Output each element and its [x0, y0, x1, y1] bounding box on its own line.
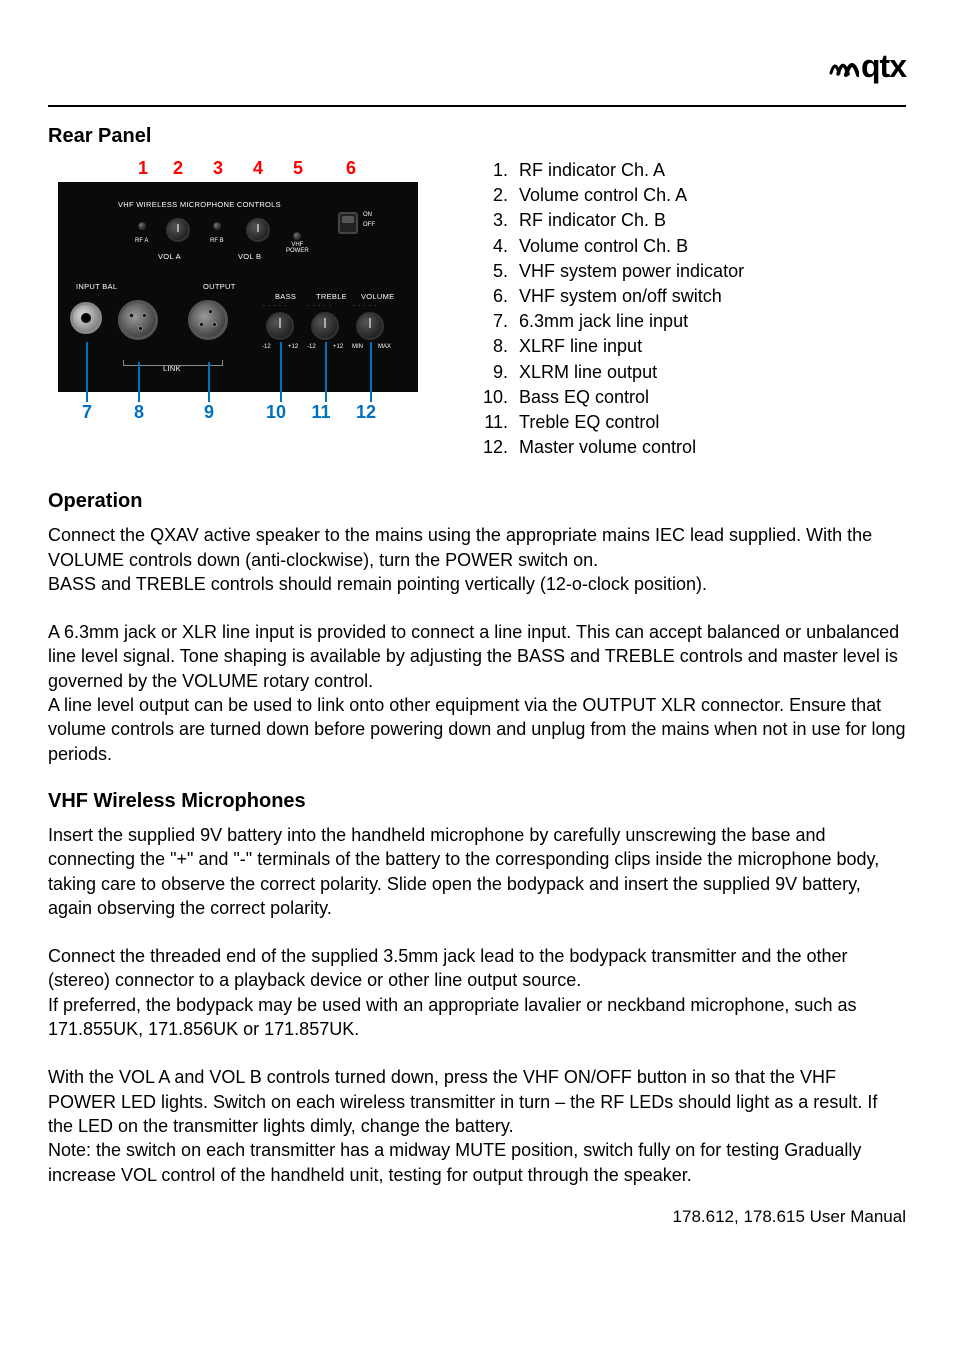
vol-a-label: VOL A — [158, 252, 181, 261]
callout-top-2: 2 — [168, 158, 188, 179]
bass-knob — [266, 312, 294, 340]
vol-max: MAX — [378, 344, 391, 350]
legend-item: 6.3mm jack line input — [513, 309, 906, 334]
treble-plus12: +12 — [333, 344, 343, 350]
legend-item: XLRF line input — [513, 334, 906, 359]
bottom-callout-numbers: 7 8 9 10 11 12 — [48, 402, 428, 426]
rf-a-led — [138, 222, 146, 230]
legend-item: RF indicator Ch. A — [513, 158, 906, 183]
bass-plus12: +12 — [288, 344, 298, 350]
legend-item: XLRM line output — [513, 360, 906, 385]
brand-logo: qtx — [48, 48, 906, 87]
callout-bot-11: 11 — [311, 402, 331, 423]
para-2: A 6.3mm jack or XLR line input is provid… — [48, 620, 906, 766]
vol-min: MIN — [352, 344, 363, 350]
vol-b-label: VOL B — [238, 252, 261, 261]
rear-panel-legend: RF indicator Ch. A Volume control Ch. A … — [468, 158, 906, 460]
volume-label: VOLUME — [361, 292, 394, 301]
header-divider — [48, 105, 906, 107]
link-label: LINK — [163, 364, 181, 373]
brand-waves-icon — [829, 50, 859, 87]
output-label: OUTPUT — [203, 282, 236, 291]
body-text: Connect the QXAV active speaker to the m… — [48, 523, 906, 766]
callout-top-6: 6 — [341, 158, 361, 179]
treble-minus12: -12 — [307, 344, 316, 350]
brand-text: qtx — [861, 48, 906, 84]
callout-top-3: 3 — [208, 158, 228, 179]
off-label: OFF — [363, 222, 375, 228]
xlrf-input — [118, 300, 158, 340]
bass-label: BASS — [275, 292, 296, 301]
panel-title-label: VHF WIRELESS MICROPHONE CONTROLS — [118, 200, 281, 209]
para-4: Connect the threaded end of the supplied… — [48, 944, 906, 1041]
legend-item: VHF system on/off switch — [513, 284, 906, 309]
para-3: Insert the supplied 9V battery into the … — [48, 823, 906, 920]
callout-bot-10: 10 — [266, 402, 286, 423]
footer-text: 178.612, 178.615 User Manual — [48, 1207, 906, 1227]
treble-label: TREBLE — [316, 292, 347, 301]
rf-b-label: RF B — [210, 238, 224, 244]
callout-top-5: 5 — [288, 158, 308, 179]
on-label: ON — [363, 212, 372, 218]
callout-top-4: 4 — [248, 158, 268, 179]
rear-panel-row: 1 2 3 4 5 6 — [48, 158, 906, 460]
volume-knob — [356, 312, 384, 340]
rf-b-led — [213, 222, 221, 230]
legend-item: Treble EQ control — [513, 410, 906, 435]
legend-item: Volume control Ch. B — [513, 234, 906, 259]
xlrm-output — [188, 300, 228, 340]
para-1: Connect the QXAV active speaker to the m… — [48, 523, 906, 596]
legend-item: VHF system power indicator — [513, 259, 906, 284]
vhf-power-label: VHF POWER — [286, 242, 309, 254]
callout-bot-9: 9 — [199, 402, 219, 423]
rf-a-label: RF A — [135, 238, 148, 244]
legend-item: Bass EQ control — [513, 385, 906, 410]
legend-item: RF indicator Ch. B — [513, 208, 906, 233]
vol-b-knob — [246, 218, 270, 242]
document-page: qtx Rear Panel 1 2 3 4 5 6 — [0, 0, 954, 1257]
section-operation-title: Operation — [48, 490, 906, 513]
vhf-on-off-switch — [338, 212, 358, 234]
rear-panel-graphic: VHF WIRELESS MICROPHONE CONTROLS RF A RF… — [58, 182, 418, 392]
legend-item: Volume control Ch. A — [513, 183, 906, 208]
rear-panel-figure: 1 2 3 4 5 6 — [48, 158, 428, 426]
treble-knob — [311, 312, 339, 340]
top-callout-numbers: 1 2 3 4 5 6 — [48, 158, 428, 182]
body-text-2: Insert the supplied 9V battery into the … — [48, 823, 906, 1187]
para-5: With the VOL A and VOL B controls turned… — [48, 1065, 906, 1186]
vol-a-knob — [166, 218, 190, 242]
section-rear-panel-title: Rear Panel — [48, 125, 906, 148]
jack-input — [70, 302, 102, 334]
callout-bot-7: 7 — [77, 402, 97, 423]
callout-top-1: 1 — [133, 158, 153, 179]
input-bal-label: INPUT BAL — [76, 282, 117, 291]
bass-minus12: -12 — [262, 344, 271, 350]
vhf-power-led — [293, 232, 301, 240]
callout-bot-12: 12 — [356, 402, 376, 423]
section-vhf-title: VHF Wireless Microphones — [48, 790, 906, 813]
callout-bot-8: 8 — [129, 402, 149, 423]
legend-item: Master volume control — [513, 435, 906, 460]
